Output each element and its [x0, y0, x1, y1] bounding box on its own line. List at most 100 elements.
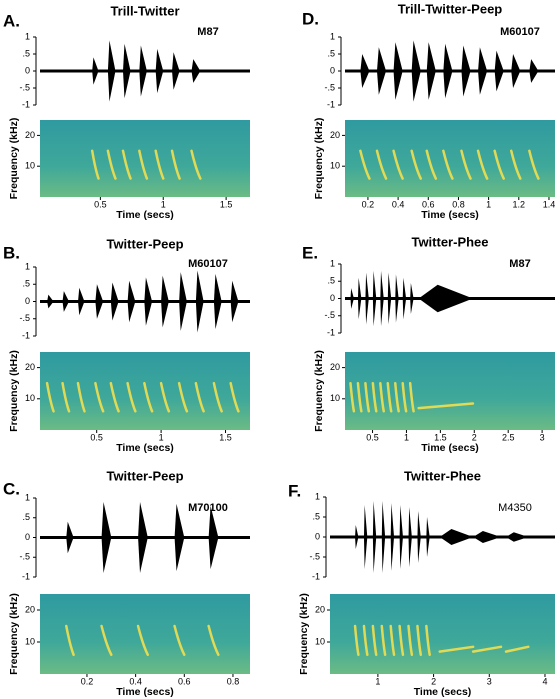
call-burst: [139, 45, 147, 97]
panel-title: Twitter-Peep: [106, 236, 183, 251]
syllable-trace: [389, 624, 396, 657]
syllable-trace: [379, 381, 385, 413]
call-burst: [426, 517, 430, 557]
x-tick-label: 0.5: [94, 199, 107, 209]
y-axis-label: Frequency (kHz): [313, 350, 325, 432]
y-tick-label: .5: [22, 48, 30, 58]
x-axis-label: Time (secs): [116, 209, 174, 221]
call-burst: [107, 40, 116, 102]
call-burst: [66, 521, 74, 554]
call-burst: [122, 43, 131, 99]
subject-id: M4350: [498, 502, 532, 514]
call-burst: [439, 529, 474, 545]
y-tick-label: 1: [25, 31, 30, 41]
x-tick-label: 0.4: [392, 199, 405, 209]
syllable-trace: [353, 624, 360, 657]
syllable-trace: [425, 149, 438, 180]
x-axis-label: Time (secs): [421, 442, 479, 454]
syllable-trace: [349, 381, 356, 413]
call-burst: [426, 42, 436, 100]
call-burst: [62, 291, 69, 312]
syllable-trace: [229, 381, 240, 413]
spec-y-tick-label: 10: [25, 636, 35, 646]
x-tick-label: 0.2: [81, 676, 94, 686]
spec-y-tick-label: 10: [25, 161, 35, 171]
syllable-trace: [136, 624, 150, 657]
subject-id: M60107: [188, 258, 228, 270]
x-tick-label: 1: [375, 676, 380, 686]
x-axis-label: Time (secs): [116, 686, 174, 698]
call-burst: [418, 284, 473, 313]
x-tick-label: 2: [431, 676, 436, 686]
x-tick-label: 1: [161, 199, 166, 209]
x-tick-label: 3: [487, 676, 492, 686]
panel-label: D.: [302, 9, 319, 28]
syllable-trace: [408, 381, 415, 413]
syllable-trace: [364, 381, 371, 413]
y-tick-label: .5: [327, 276, 335, 286]
panel-label: E.: [302, 243, 318, 262]
x-tick-label: 1.2: [513, 199, 526, 209]
y-axis-label: Frequency (kHz): [313, 118, 325, 200]
syllable-trace: [170, 149, 181, 180]
call-burst: [155, 48, 164, 94]
syllable-trace: [386, 381, 393, 413]
call-burst: [399, 505, 403, 569]
syllable-trace: [460, 149, 472, 180]
call-burst: [395, 274, 399, 323]
syllable-trace: [121, 149, 132, 180]
call-burst: [478, 47, 488, 95]
call-burst: [363, 505, 368, 569]
call-burst: [208, 505, 219, 570]
call-burst: [357, 277, 362, 320]
panel-label: A.: [3, 11, 20, 30]
y-tick-label: -.5: [19, 552, 30, 562]
y-tick-label: -.5: [19, 313, 30, 323]
y-tick-label: 0: [330, 65, 335, 75]
subject-id: M70100: [188, 502, 228, 514]
syllable-trace: [392, 149, 404, 180]
call-burst: [411, 40, 421, 102]
x-tick-label: 0.6: [178, 676, 191, 686]
spectrogram: [345, 352, 555, 430]
syllable-trace: [94, 381, 105, 413]
syllable-trace: [493, 149, 505, 180]
syllable-trace: [394, 381, 400, 413]
call-burst: [494, 50, 504, 92]
syllable-trace: [442, 149, 454, 180]
syllable-trace: [90, 149, 100, 180]
call-burst: [230, 280, 239, 323]
spectrogram: [40, 120, 250, 197]
call-burst: [127, 280, 136, 323]
spec-y-tick-label: 20: [315, 604, 325, 614]
y-tick-label: .5: [327, 48, 335, 58]
syllable-trace: [380, 624, 387, 657]
syllable-trace: [65, 624, 75, 657]
call-burst: [360, 54, 370, 88]
syllable-trace: [362, 624, 369, 657]
y-tick-label: -.5: [19, 82, 30, 92]
syllable-trace: [126, 381, 137, 413]
syllable-trace: [471, 645, 503, 653]
x-tick-label: 1: [486, 199, 491, 209]
syllable-trace: [410, 149, 422, 180]
x-axis-label: Time (secs): [414, 686, 472, 698]
call-burst: [365, 272, 369, 325]
x-tick-label: 0.5: [90, 432, 103, 442]
spectrogram: [330, 594, 555, 674]
syllable-trace: [194, 381, 205, 413]
spec-y-tick-label: 20: [25, 130, 35, 140]
x-tick-label: 1.5: [219, 432, 232, 442]
subject-id: M60107: [500, 26, 540, 38]
call-burst: [95, 284, 104, 319]
x-axis-label: Time (secs): [421, 209, 479, 221]
y-tick-label: .5: [312, 511, 320, 521]
call-burst: [473, 531, 501, 543]
syllable-trace: [356, 381, 363, 413]
y-tick-label: 0: [330, 293, 335, 303]
y-tick-label: 1: [25, 261, 30, 271]
panel-label: B.: [3, 243, 20, 262]
x-tick-label: 0.8: [452, 199, 465, 209]
y-tick-label: -1: [22, 99, 30, 109]
call-burst: [402, 277, 407, 320]
